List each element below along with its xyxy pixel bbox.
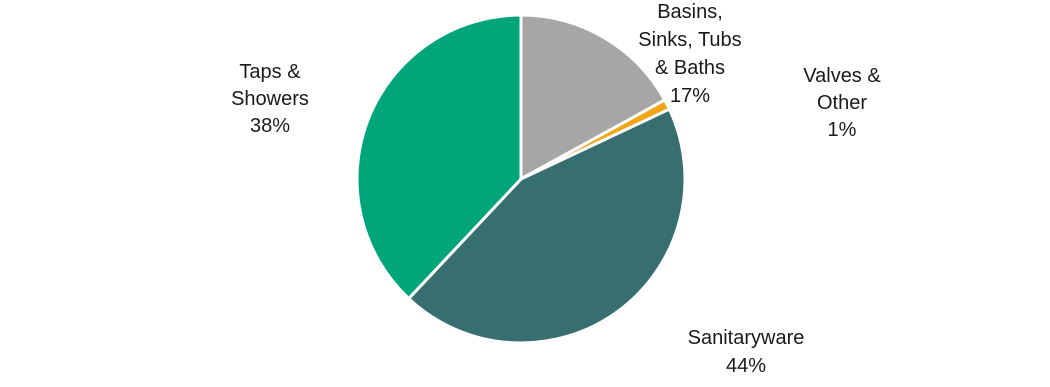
slice-category-label: Sinks, Tubs	[638, 29, 741, 51]
pie-slice	[407, 107, 687, 345]
slice-label: Taps & Showers 38%	[231, 61, 309, 137]
slice-category-label: Sanitaryware	[688, 327, 805, 349]
labels-layer: Basins, Sinks, Tubs & Baths 17% Valves & Othe…	[231, 1, 881, 377]
slice-category-label: Showers	[231, 88, 309, 110]
slice-category-label: Taps &	[239, 61, 301, 83]
slice-percent-label: 38%	[250, 115, 290, 137]
slice-percent-label: 44%	[726, 355, 766, 377]
slice-category-label: Other	[817, 92, 867, 114]
slice-label: Sanitaryware 44%	[688, 327, 805, 377]
slice-percent-label: 1%	[828, 119, 857, 141]
slice-category-label: Basins,	[657, 1, 723, 23]
slices-layer	[355, 13, 687, 345]
slice-percent-label: 17%	[670, 85, 710, 107]
slice-category-label: & Baths	[655, 57, 725, 79]
pie-slice	[355, 13, 523, 301]
pie-slice	[519, 13, 667, 181]
slice-category-label: Valves &	[803, 65, 881, 87]
slice-label: Basins, Sinks, Tubs & Baths 17%	[638, 1, 741, 107]
slice-label: Valves & Other 1%	[803, 65, 881, 141]
